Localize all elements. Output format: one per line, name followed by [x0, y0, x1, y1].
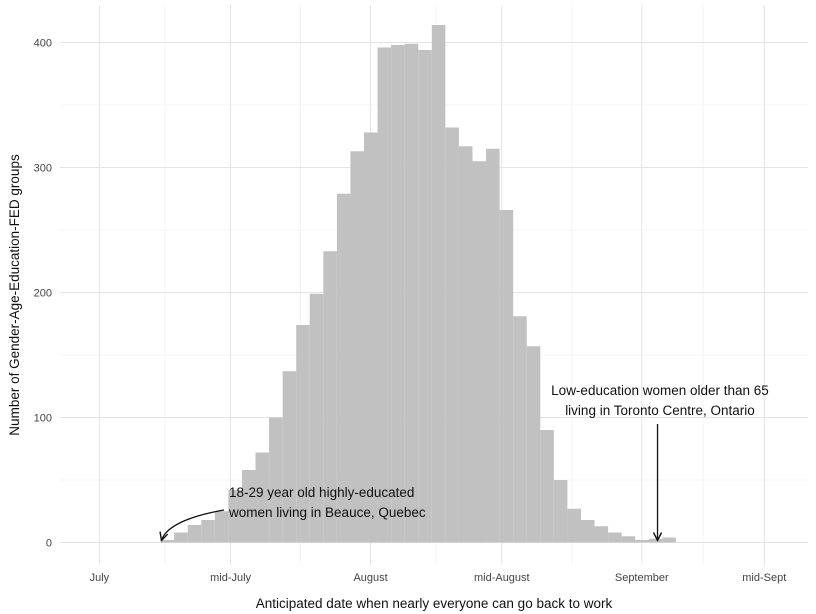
- histogram-bar: [160, 540, 175, 543]
- annotations: 18-29 year old highly-educated women livi…: [161, 383, 769, 541]
- histogram-bar: [174, 532, 188, 543]
- x-axis-title: Anticipated date when nearly everyone ca…: [256, 596, 613, 611]
- histogram-bar: [418, 50, 432, 543]
- histogram-bar: [269, 417, 283, 543]
- histogram-bar: [499, 210, 514, 543]
- histogram-bar: [608, 532, 622, 543]
- x-tick-label: mid-Sept: [742, 572, 786, 584]
- histogram-bar: [458, 146, 473, 543]
- histogram-bar: [621, 536, 636, 543]
- y-tick-label: 100: [34, 413, 52, 425]
- histogram-bar: [567, 508, 581, 543]
- histogram-bar: [526, 346, 541, 543]
- x-tick-label: July: [90, 572, 110, 584]
- y-tick-label: 0: [46, 538, 52, 550]
- histogram-bar: [391, 45, 405, 543]
- histogram-bar: [540, 430, 554, 543]
- histogram-bar: [377, 47, 392, 543]
- histogram-bar: [323, 251, 337, 543]
- histogram-bar: [228, 490, 242, 543]
- histogram-bar: [309, 293, 324, 543]
- histogram-bar: [648, 538, 663, 543]
- y-tick-label: 200: [34, 288, 52, 300]
- histogram-bar: [201, 520, 215, 543]
- histogram-bar: [336, 193, 351, 543]
- x-tick-label: September: [615, 572, 669, 584]
- x-tick-labels: July mid-July August mid-August September mid…: [90, 572, 787, 584]
- y-tick-label: 400: [34, 38, 52, 50]
- histogram-bar: [282, 371, 297, 543]
- histogram-bar: [662, 537, 676, 543]
- annotation-arrow-beauce: [161, 509, 225, 541]
- histogram-bar: [364, 132, 378, 543]
- histogram-bars: [160, 25, 676, 543]
- histogram-bar: [404, 43, 419, 543]
- x-tick-label: August: [353, 572, 387, 584]
- histogram-bar: [513, 316, 527, 543]
- y-tick-labels: 0 100 200 300 400: [34, 38, 52, 550]
- x-tick-label: mid-July: [210, 572, 251, 584]
- histogram-bar: [594, 526, 609, 543]
- histogram-bar: [296, 325, 310, 543]
- y-tick-label: 300: [34, 163, 52, 175]
- histogram-bar: [472, 161, 487, 543]
- y-axis-title: Number of Gender-Age-Education-FED group…: [7, 154, 22, 436]
- annotation-toronto-text: living in Toronto Centre, Ontario: [565, 403, 755, 418]
- histogram-bar: [241, 470, 256, 543]
- histogram-bar: [214, 511, 229, 543]
- annotation-beauce-text: 18-29 year old highly-educated: [229, 485, 414, 500]
- histogram-bar: [187, 525, 202, 543]
- histogram-bar: [580, 520, 595, 543]
- annotation-beauce-text: women living in Beauce, Quebec: [228, 505, 426, 520]
- histogram-bar: [255, 452, 270, 543]
- histogram-bar: [486, 148, 500, 543]
- histogram-bar: [635, 540, 649, 543]
- annotation-toronto-text: Low-education women older than 65: [551, 383, 769, 398]
- histogram-bar: [553, 480, 568, 543]
- histogram-bar: [445, 127, 459, 543]
- histogram-bar: [350, 151, 365, 543]
- x-tick-label: mid-August: [474, 572, 530, 584]
- histogram-bar: [431, 25, 446, 543]
